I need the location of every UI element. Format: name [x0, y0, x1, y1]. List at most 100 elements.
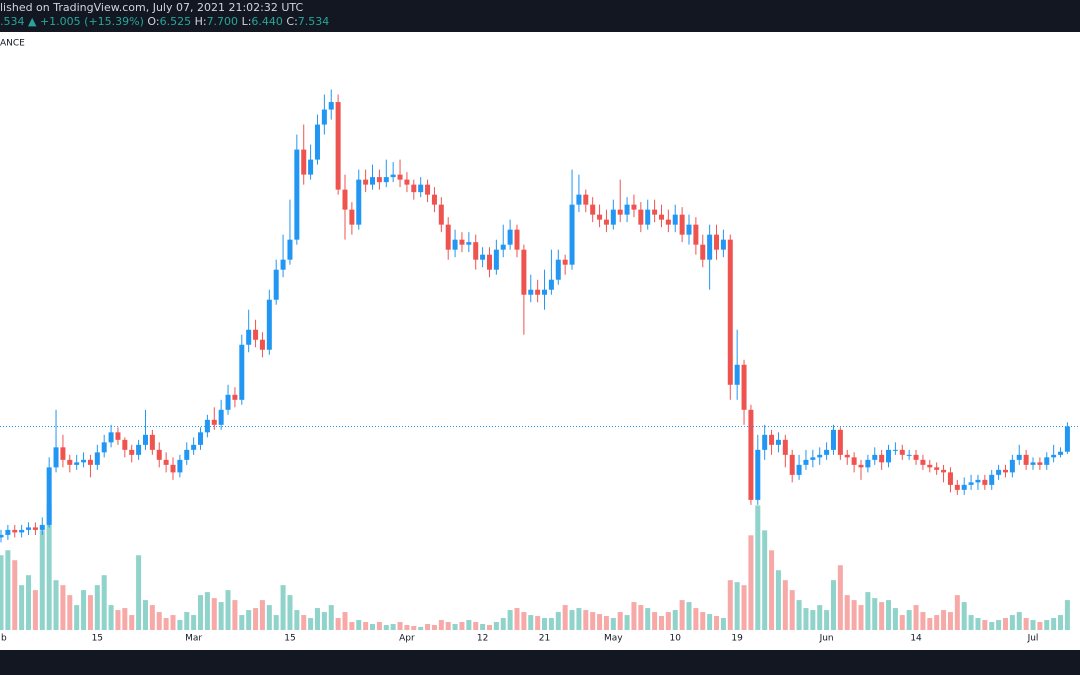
- volume-bar: [603, 616, 609, 630]
- volume-bar: [232, 600, 238, 630]
- candle-body: [335, 102, 341, 190]
- volume-bar: [500, 618, 506, 630]
- candle-body: [225, 394, 231, 410]
- volume-bar: [652, 612, 658, 630]
- candle-body: [707, 234, 713, 260]
- candle-body: [149, 434, 155, 450]
- volume-bar: [851, 600, 857, 630]
- x-tick-label: Jul: [1027, 634, 1039, 644]
- volume-bar: [356, 620, 362, 630]
- candle-body: [211, 419, 217, 425]
- candle-body: [1016, 454, 1022, 460]
- volume-bar: [748, 535, 754, 630]
- candle-body: [418, 184, 424, 193]
- candle-body: [39, 524, 45, 530]
- candle-body: [714, 234, 720, 250]
- c-label: C:: [286, 15, 297, 28]
- candle-body: [899, 449, 905, 455]
- volume-bar: [259, 600, 265, 630]
- candle-body: [67, 459, 73, 465]
- candle-body: [1044, 457, 1050, 465]
- x-tick-label: 15: [284, 634, 295, 644]
- candle-body: [624, 204, 630, 215]
- volume-bar: [46, 505, 52, 630]
- volume-bar: [934, 615, 940, 630]
- volume-bar: [528, 615, 534, 630]
- candle-body: [968, 482, 974, 485]
- candle-body: [53, 447, 59, 468]
- volume-bar: [941, 610, 947, 630]
- candle-body: [308, 159, 314, 175]
- volume-bar: [5, 550, 11, 630]
- volume-bar: [796, 600, 802, 630]
- volume-bar: [886, 600, 892, 630]
- volume-bar: [246, 610, 252, 630]
- candle-body: [576, 194, 582, 205]
- candle-body: [198, 432, 204, 445]
- volume-bar: [1009, 615, 1015, 630]
- volume-bar: [1030, 620, 1036, 630]
- volume-bar: [837, 565, 843, 630]
- candle-body: [314, 124, 320, 160]
- candle-body: [872, 454, 878, 460]
- candle-body: [184, 449, 190, 460]
- footer-bar: [0, 650, 1080, 675]
- volume-bar: [1051, 618, 1057, 630]
- volume-bar: [225, 590, 231, 630]
- candle-body: [493, 249, 499, 270]
- volume-bar: [60, 585, 66, 630]
- x-tick-label: 19: [731, 634, 743, 644]
- volume-bar: [810, 610, 816, 630]
- volume-bar: [136, 555, 142, 630]
- volume-bar: [198, 595, 204, 630]
- candle-body: [851, 457, 857, 465]
- x-tick-label: 12: [477, 634, 488, 644]
- volume-bar: [328, 605, 334, 630]
- candle-body: [569, 204, 575, 265]
- candle-body: [115, 432, 121, 440]
- volume-bar: [163, 618, 169, 630]
- x-tick-label: 10: [670, 634, 682, 644]
- candle-body: [555, 259, 561, 280]
- volume-bar: [1023, 618, 1029, 630]
- candle-body: [404, 179, 410, 185]
- volume-bar: [872, 598, 878, 630]
- volume-bar: [507, 610, 513, 630]
- volume-bar: [1044, 620, 1050, 630]
- volume-bar: [170, 615, 176, 630]
- volume-bar: [555, 612, 561, 630]
- volume-bar: [294, 610, 300, 630]
- candle-body: [1051, 454, 1057, 458]
- price: .534: [0, 15, 25, 28]
- candle-body: [693, 224, 699, 245]
- volume-bar: [74, 605, 80, 630]
- volume-bar: [94, 585, 100, 630]
- candle-body: [947, 472, 953, 485]
- volume-bar: [996, 620, 1002, 630]
- volume-bar: [26, 575, 32, 630]
- candle-body: [796, 464, 802, 475]
- volume-bar: [624, 615, 630, 630]
- candle-body: [507, 229, 513, 245]
- volume-bar: [115, 610, 121, 630]
- volume-bar: [755, 505, 761, 630]
- volume-bar: [617, 612, 623, 630]
- candle-body: [370, 177, 376, 185]
- volume-bar: [1016, 612, 1022, 630]
- volume-bar: [418, 627, 424, 630]
- candle-body: [906, 454, 912, 456]
- candle-body: [156, 449, 162, 460]
- volume-bar: [638, 605, 644, 630]
- candle-body: [603, 219, 609, 225]
- volume-bar: [514, 608, 520, 630]
- candle-body: [631, 204, 637, 210]
- candle-body: [934, 467, 940, 470]
- x-tick-label: 14: [910, 634, 922, 644]
- volume-bar: [975, 618, 981, 630]
- candle-body: [383, 177, 389, 183]
- volume-bar: [982, 620, 988, 630]
- volume-bar: [349, 622, 355, 630]
- volume-bar: [273, 615, 279, 630]
- x-tick-label: b: [1, 634, 7, 644]
- candle-body: [294, 149, 300, 240]
